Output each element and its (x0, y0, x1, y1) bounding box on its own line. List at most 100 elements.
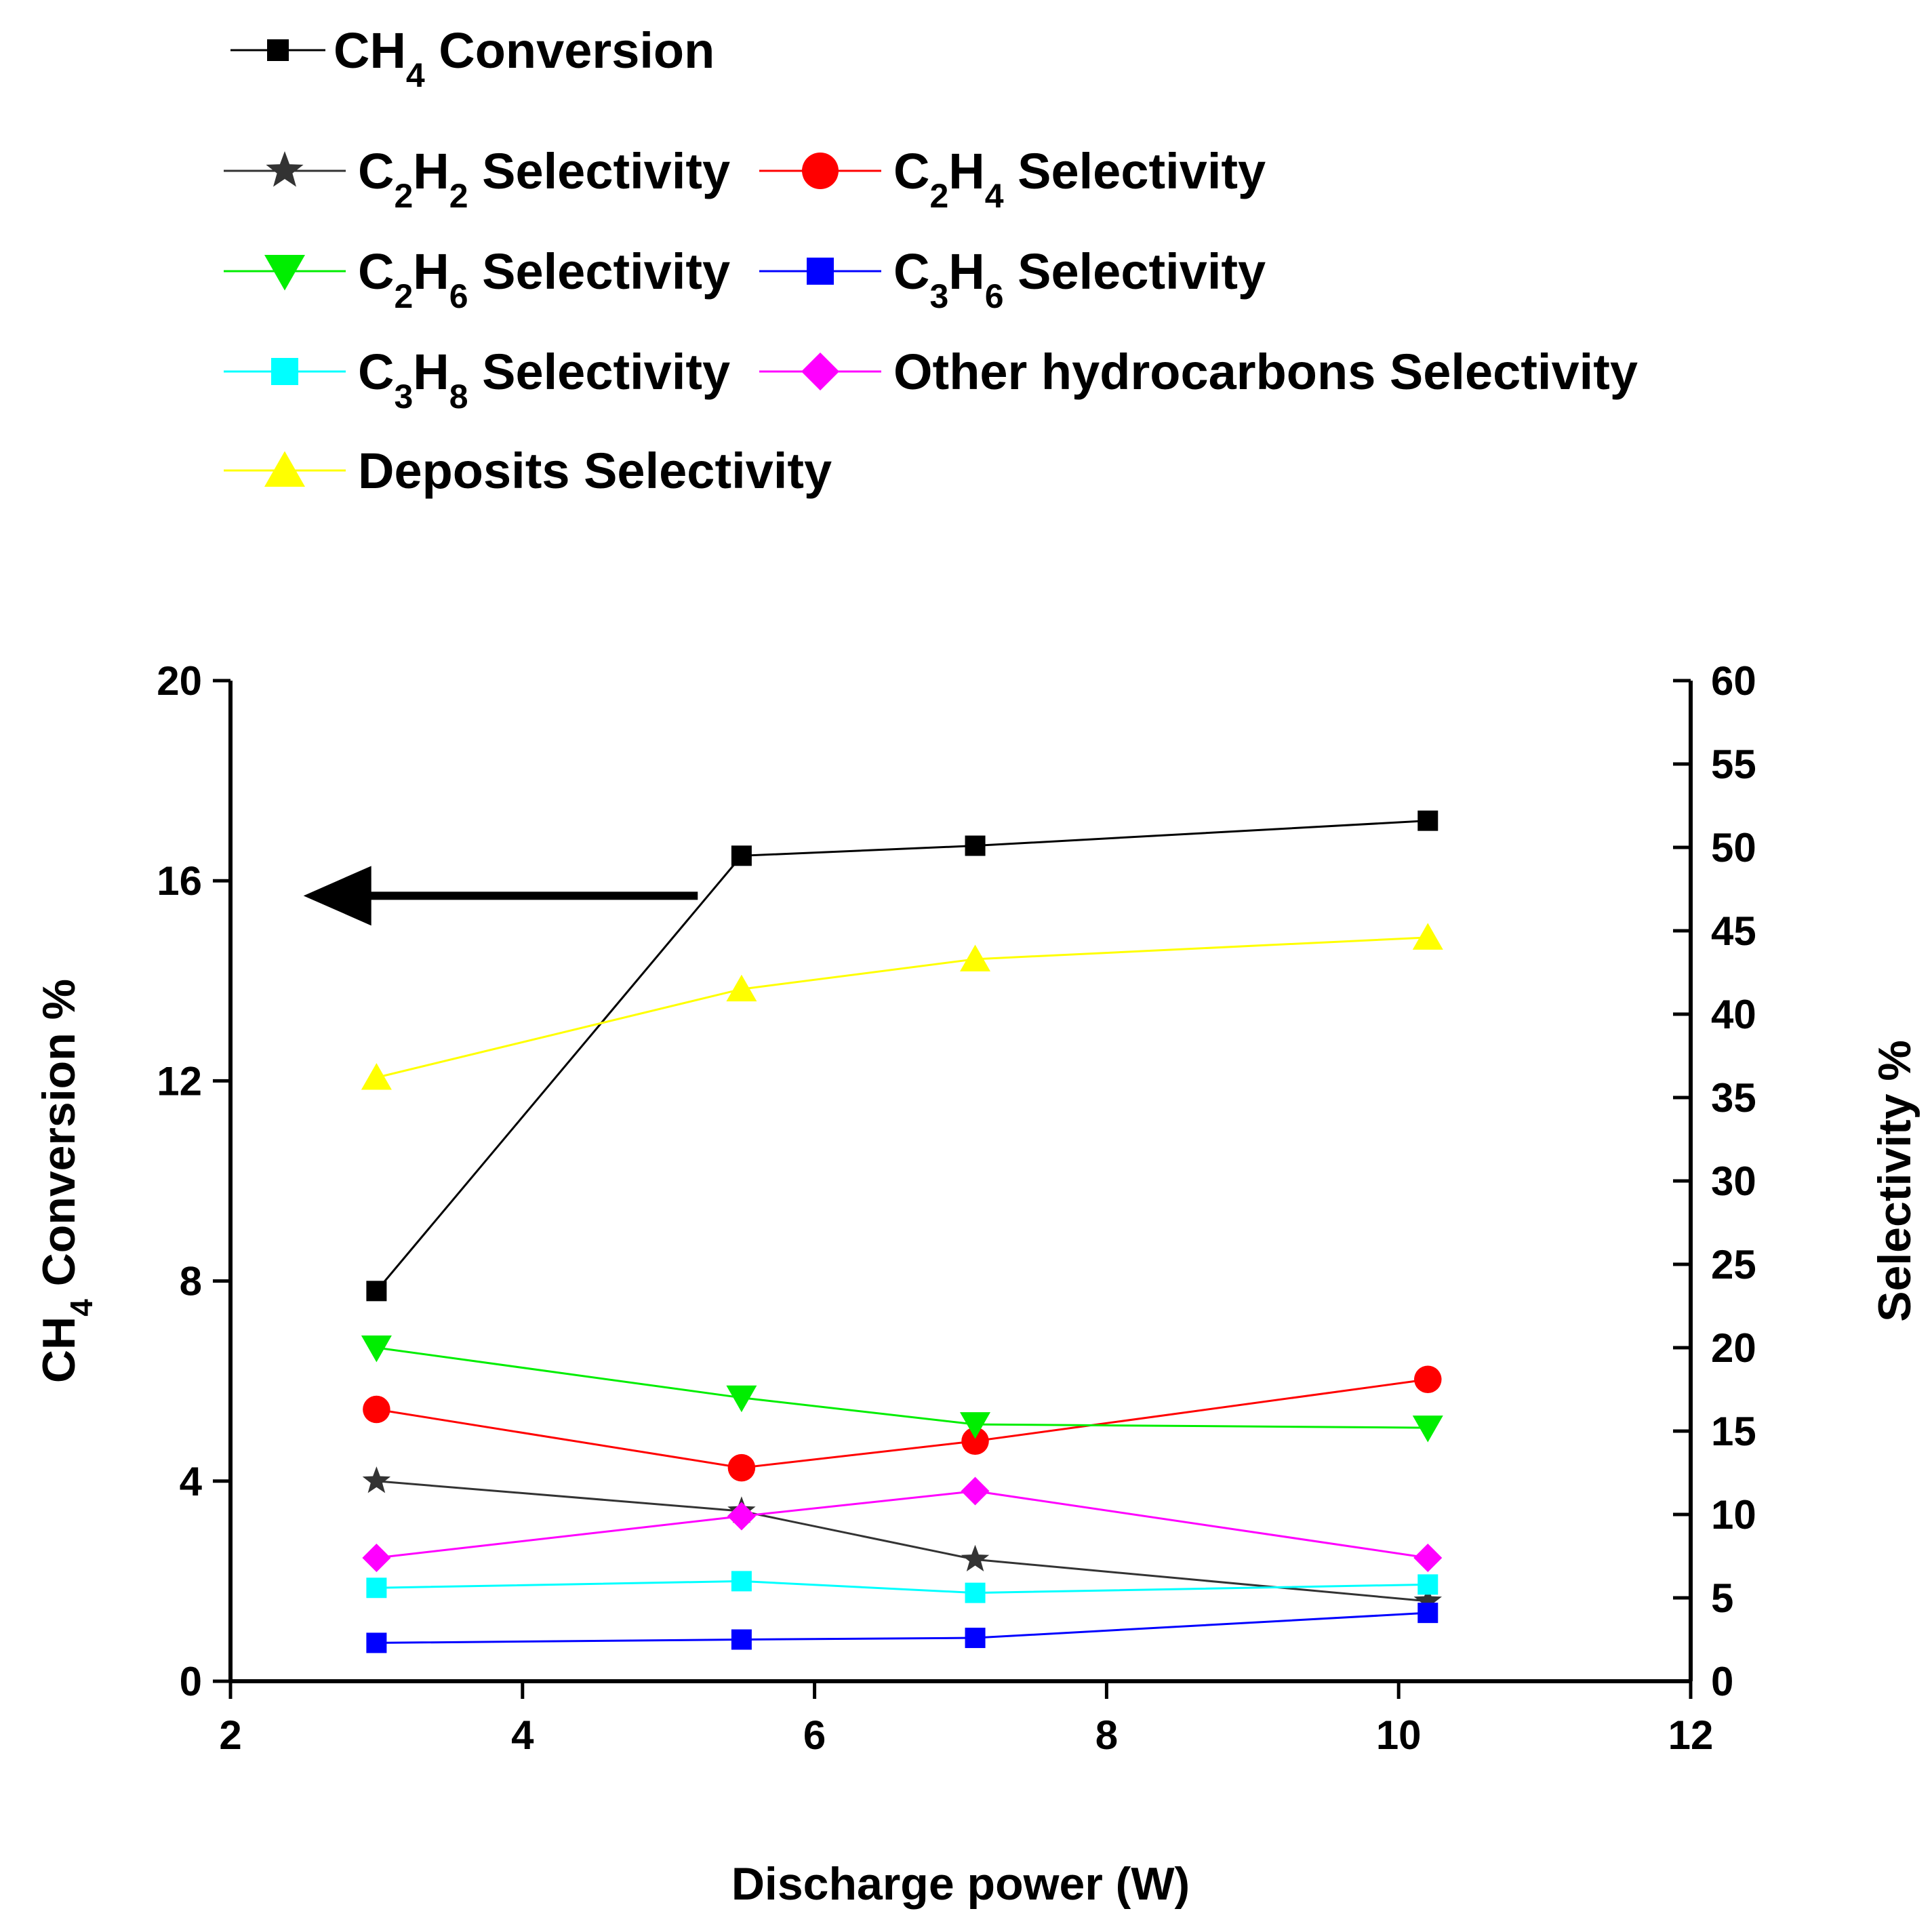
point-c2h4 (363, 1395, 390, 1424)
legend-label-c2h6: C2H6 Selectivity (358, 243, 730, 315)
legend-label-subscript: 2 (449, 177, 468, 215)
y-axis-title-subscript: 4 (64, 1299, 99, 1317)
point-ch4 (731, 845, 752, 866)
point-c3h8 (1417, 1574, 1438, 1595)
legend-label-part: Deposits Selectivity (358, 443, 832, 499)
y-tick-label-right: 40 (1711, 992, 1756, 1037)
legend-label-c2h2: C2H2 Selectivity (358, 143, 730, 215)
legend-label-subscript: 2 (394, 277, 413, 315)
x-tick-label: 8 (1095, 1712, 1118, 1758)
legend-label-part: C (893, 143, 929, 199)
y-tick-label-right: 35 (1711, 1075, 1756, 1121)
point-deposits (361, 1063, 392, 1090)
legend-label-subscript: 3 (394, 378, 413, 416)
legend-label-subscript: 4 (985, 177, 1004, 215)
y-tick-label-left: 0 (180, 1659, 202, 1704)
x-tick-label: 4 (511, 1712, 534, 1758)
x-tick-label: 6 (803, 1712, 826, 1758)
x-tick-label: 10 (1376, 1712, 1422, 1758)
y-tick-label-right: 5 (1711, 1575, 1733, 1621)
y-tick-label-left: 20 (157, 658, 202, 704)
legend-label-subscript: 2 (394, 177, 413, 215)
y-tick-label-right: 30 (1711, 1159, 1756, 1204)
series-line-c3h6 (376, 1611, 1428, 1644)
series-line-ch4 (376, 820, 1428, 1292)
legend-label-subscript: 3 (929, 277, 948, 315)
series-line-c2h2 (376, 1480, 1428, 1603)
point-other (727, 1502, 756, 1531)
point-c2h6 (960, 1412, 991, 1439)
legend-marker-deposits (264, 451, 305, 487)
point-other (1413, 1543, 1443, 1572)
legend-label-deposits: Deposits Selectivity (358, 443, 832, 499)
legend-label-part: Other hydrocarbons Selectivity (893, 344, 1638, 400)
point-c3h8 (965, 1582, 986, 1603)
y-tick-label-right: 10 (1711, 1492, 1756, 1538)
point-other (362, 1543, 391, 1572)
point-c2h2 (362, 1466, 391, 1493)
y-axis-title-part: CH (33, 1317, 85, 1383)
series-line-other (376, 1490, 1428, 1559)
legend-label-part: Selectivity (1004, 143, 1266, 199)
y-axis-title-part: Conversion % (33, 979, 85, 1299)
point-c2h6 (361, 1335, 392, 1363)
legend-marker-other (801, 353, 839, 390)
point-c3h6 (731, 1629, 752, 1650)
legend-label-part: C (358, 243, 394, 300)
point-deposits (960, 944, 991, 971)
y-tick-label-left: 16 (157, 858, 202, 904)
y-axis-title-left: CH4 Conversion % (33, 979, 99, 1383)
legend-label-part: H (948, 143, 984, 199)
y-tick-label-right: 60 (1711, 658, 1756, 704)
x-tick-label: 12 (1668, 1712, 1714, 1758)
legend-label-c3h6: C3H6 Selectivity (893, 243, 1266, 315)
y-tick-label-right: 15 (1711, 1409, 1756, 1454)
legend-label-part: H (948, 243, 984, 300)
point-ch4 (366, 1281, 387, 1302)
legend-marker-ch4 (267, 39, 289, 61)
annotation-arrow-head (303, 866, 371, 926)
legend-marker-c2h2 (266, 151, 304, 187)
point-c2h4 (727, 1453, 756, 1482)
y-tick-label-right: 50 (1711, 825, 1756, 870)
legend-label-part: H (413, 243, 449, 300)
y-tick-label-right: 45 (1711, 908, 1756, 954)
legend-label-ch4: CH4 Conversion (334, 22, 715, 94)
x-tick-label: 2 (219, 1712, 241, 1758)
series-line-c2h6 (376, 1346, 1428, 1429)
point-c3h6 (965, 1628, 986, 1649)
legend-label-part: H (413, 344, 449, 400)
legend-label-part: Conversion (425, 22, 715, 79)
legend-label-subscript: 6 (985, 277, 1004, 315)
y-tick-label-left: 4 (180, 1459, 203, 1504)
legend-label-part: Selectivity (1004, 243, 1266, 300)
point-c3h6 (1417, 1603, 1438, 1624)
legend-label-part: Selectivity (468, 243, 731, 300)
point-ch4 (965, 835, 986, 856)
y-tick-label-right: 20 (1711, 1325, 1756, 1371)
point-c3h8 (731, 1571, 752, 1592)
x-axis-title: Discharge power (W) (731, 1858, 1190, 1910)
point-c3h6 (366, 1632, 387, 1653)
y-tick-label-right: 25 (1711, 1242, 1756, 1287)
legend-label-part: Selectivity (468, 344, 731, 400)
point-c3h8 (366, 1578, 387, 1599)
legend-label-c3h8: C3H8 Selectivity (358, 344, 730, 416)
y-tick-label-right: 55 (1711, 742, 1756, 787)
legend-label-subscript: 6 (449, 277, 468, 315)
series-line-c2h4 (376, 1378, 1428, 1469)
legend-label-other: Other hydrocarbons Selectivity (893, 344, 1638, 400)
point-ch4 (1417, 810, 1438, 831)
y-tick-label-left: 8 (180, 1259, 202, 1304)
legend-label-subscript: 8 (449, 378, 468, 416)
legend-marker-c3h8 (271, 358, 298, 385)
y-tick-label-left: 12 (157, 1058, 202, 1104)
series-line-c3h8 (376, 1580, 1428, 1594)
legend-marker-c3h6 (807, 258, 834, 285)
point-other (961, 1477, 990, 1506)
legend-marker-c2h6 (264, 255, 305, 291)
legend-label-part: C (893, 243, 929, 300)
legend-label-c2h4: C2H4 Selectivity (893, 143, 1266, 215)
